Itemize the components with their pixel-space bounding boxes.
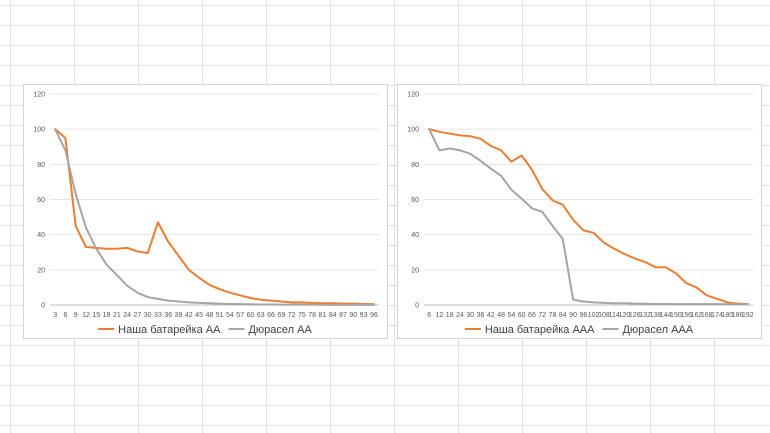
y-tick-label: 60 — [411, 197, 419, 204]
legend: Наша батарейка AAA Дюрасел AAA — [464, 324, 694, 336]
y-tick-label: 20 — [411, 267, 419, 274]
y-tick-label: 40 — [411, 232, 419, 239]
x-tick-label: 18 — [103, 312, 111, 319]
x-tick-label: 186 — [732, 312, 744, 319]
x-tick-label: 60 — [247, 312, 255, 319]
x-tick-label: 78 — [549, 312, 557, 319]
x-tick-label: 87 — [339, 312, 347, 319]
x-tick-label: 162 — [691, 312, 703, 319]
x-tick-label: 96 — [579, 312, 587, 319]
y-tick-label: 120 — [407, 92, 419, 99]
x-tick-label: 84 — [329, 312, 337, 319]
x-tick-label: 24 — [123, 312, 131, 319]
x-tick-label: 66 — [267, 312, 275, 319]
x-tick-label: 45 — [195, 312, 203, 319]
x-tick-label: 48 — [497, 312, 505, 319]
y-tick-label: 0 — [41, 303, 45, 310]
x-tick-label: 15 — [92, 312, 100, 319]
x-tick-label: 27 — [133, 312, 141, 319]
x-tick-label: 168 — [701, 312, 713, 319]
legend: Наша батарейка АА Дюрасел АА — [98, 324, 312, 336]
legend-label-2: Дюрасел АА — [248, 324, 312, 336]
y-tick-label: 100 — [407, 127, 419, 134]
x-tick-label: 36 — [477, 312, 485, 319]
x-tick-label: 36 — [164, 312, 172, 319]
legend-label-1: Наша батарейка АА — [118, 324, 221, 336]
y-tick-label: 80 — [411, 162, 419, 169]
x-tick-label: 30 — [144, 312, 152, 319]
x-tick-label: 93 — [360, 312, 368, 319]
y-tick-label: 20 — [37, 267, 45, 274]
x-tick-label: 30 — [466, 312, 474, 319]
x-tick-label: 51 — [216, 312, 224, 319]
series-line-2 — [54, 128, 375, 306]
x-tick-label: 57 — [236, 312, 244, 319]
y-tick-label: 120 — [33, 92, 45, 99]
x-tick-label: 24 — [456, 312, 464, 319]
x-tick-label: 3 — [53, 312, 57, 319]
y-tick-label: 100 — [33, 127, 45, 134]
x-tick-label: 126 — [629, 312, 641, 319]
chart-aa: 0 20 40 60 80 100 120 3 6 9 12 15 18 21 24 27 30 33 36 39 42… — [23, 84, 388, 339]
x-tick-label: 156 — [680, 312, 692, 319]
x-tick-label: 69 — [277, 312, 285, 319]
x-tick-label: 150 — [670, 312, 682, 319]
legend-label-2: Дюрасел AAA — [622, 324, 693, 336]
series-line-1 — [54, 128, 375, 306]
x-tick-label: 75 — [298, 312, 306, 319]
x-tick-label: 72 — [538, 312, 546, 319]
x-tick-label: 60 — [518, 312, 526, 319]
x-tick-label: 96 — [370, 312, 378, 319]
x-tick-label: 90 — [349, 312, 357, 319]
y-tick-label: 40 — [37, 232, 45, 239]
x-tick-label: 102 — [588, 312, 600, 319]
x-tick-label: 108 — [598, 312, 610, 319]
x-tick-label: 63 — [257, 312, 265, 319]
x-tick-label: 33 — [154, 312, 162, 319]
x-tick-label: 90 — [569, 312, 577, 319]
x-tick-label: 120 — [619, 312, 631, 319]
x-tick-label: 18 — [446, 312, 454, 319]
y-tick-label: 60 — [37, 197, 45, 204]
x-tick-label: 192 — [742, 312, 754, 319]
x-tick-label: 114 — [609, 312, 620, 319]
x-tick-label: 9 — [74, 312, 78, 319]
x-tick-label: 72 — [288, 312, 296, 319]
x-tick-label: 174 — [711, 312, 723, 319]
x-tick-label: 12 — [436, 312, 444, 319]
x-tick-label: 81 — [319, 312, 327, 319]
x-tick-label: 6 — [63, 312, 67, 319]
x-tick-label: 66 — [528, 312, 536, 319]
x-tick-label: 84 — [559, 312, 567, 319]
x-tick-label: 6 — [427, 312, 431, 319]
x-tick-label: 54 — [226, 312, 234, 319]
x-tick-label: 180 — [721, 312, 733, 319]
legend-label-1: Наша батарейка AAA — [485, 324, 595, 336]
x-tick-label: 12 — [82, 312, 90, 319]
y-tick-label: 80 — [37, 162, 45, 169]
x-tick-label: 21 — [113, 312, 121, 319]
series-line-2 — [428, 128, 749, 306]
x-tick-label: 42 — [185, 312, 193, 319]
x-tick-label: 48 — [205, 312, 213, 319]
y-tick-label: 0 — [415, 303, 419, 310]
x-tick-label: 39 — [175, 312, 183, 319]
series-line-1 — [428, 128, 749, 305]
x-tick-label: 144 — [660, 312, 672, 319]
x-tick-label: 54 — [507, 312, 515, 319]
chart-aaa: 0 20 40 60 80 100 120 6 12 18 24 30 36 42 48 54 60 66 72 78… — [397, 84, 762, 339]
x-tick-label: 42 — [487, 312, 495, 319]
x-tick-label: 138 — [649, 312, 661, 319]
x-tick-label: 78 — [308, 312, 316, 319]
x-tick-label: 132 — [639, 312, 651, 319]
